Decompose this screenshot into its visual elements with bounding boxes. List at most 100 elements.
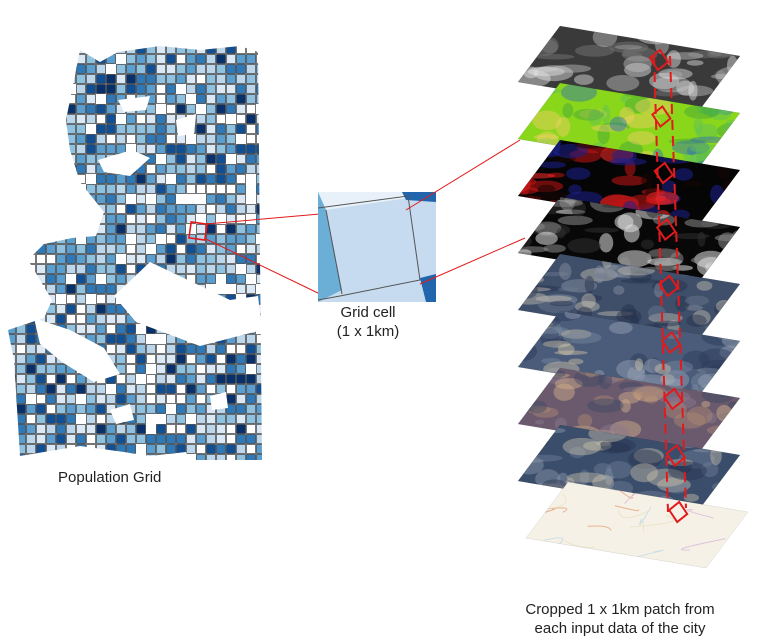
population-cell (146, 354, 156, 364)
population-cell (116, 384, 126, 394)
population-cell (66, 224, 76, 234)
population-cell (246, 164, 256, 174)
population-cell (246, 454, 256, 460)
population-cell (186, 384, 196, 394)
population-cell (8, 224, 16, 234)
population-cell (86, 74, 96, 84)
grid-void-area (210, 392, 228, 410)
population-cell (76, 204, 86, 214)
population-cell (146, 454, 156, 460)
population-cell (86, 414, 96, 424)
population-cell (256, 274, 262, 284)
population-cell (246, 154, 256, 164)
population-cell (16, 274, 26, 284)
population-cell (166, 354, 176, 364)
population-cell (66, 264, 76, 274)
population-cell (156, 184, 166, 194)
population-cell (226, 164, 236, 174)
population-cell (116, 46, 126, 54)
population-cell (66, 404, 76, 414)
population-cell (8, 144, 16, 154)
population-cell (66, 124, 76, 134)
population-cell (256, 244, 262, 254)
population-cell (26, 124, 36, 134)
population-cell (96, 304, 106, 314)
population-cell (116, 444, 126, 454)
population-cell (126, 184, 136, 194)
population-cell (226, 454, 236, 460)
population-cell (46, 304, 56, 314)
population-cell (206, 254, 216, 264)
population-cell (256, 254, 262, 264)
population-cell (106, 434, 116, 444)
population-cell (46, 54, 56, 64)
population-cell (206, 234, 216, 244)
population-cell (166, 384, 176, 394)
population-cell (136, 404, 146, 414)
population-cell (36, 174, 46, 184)
population-cell (136, 134, 146, 144)
population-cell (76, 214, 86, 224)
population-cell (156, 84, 166, 94)
population-cell (216, 174, 226, 184)
population-cell (36, 74, 46, 84)
zoom-connector-lines (205, 213, 321, 295)
population-cell (206, 204, 216, 214)
population-cell (36, 274, 46, 284)
population-cell (46, 424, 56, 434)
population-cell (26, 334, 36, 344)
population-cell (56, 84, 66, 94)
population-cell (246, 94, 256, 104)
population-cell (176, 224, 186, 234)
population-cell (36, 224, 46, 234)
population-cell (26, 354, 36, 364)
population-cell (226, 424, 236, 434)
population-cell (116, 324, 126, 334)
population-cell (196, 54, 206, 64)
population-cell (16, 94, 26, 104)
population-cell (66, 194, 76, 204)
population-cell (46, 274, 56, 284)
population-cell (176, 144, 186, 154)
population-cell (216, 424, 226, 434)
population-cell (96, 244, 106, 254)
population-cell (116, 174, 126, 184)
population-cell (246, 64, 256, 74)
population-cell (256, 424, 262, 434)
population-cell (186, 164, 196, 174)
population-cell (56, 374, 66, 384)
population-cell (126, 264, 136, 274)
population-cell (76, 434, 86, 444)
population-cell (216, 54, 226, 64)
population-cell (176, 94, 186, 104)
population-cell (156, 394, 166, 404)
population-cell (216, 244, 226, 254)
population-cell (46, 124, 56, 134)
population-cell (56, 204, 66, 214)
population-cell (166, 364, 176, 374)
population-cell (206, 244, 216, 254)
population-cell (216, 434, 226, 444)
patch-marker (653, 161, 675, 185)
population-cell (26, 234, 36, 244)
population-cell (8, 164, 16, 174)
population-cell (176, 154, 186, 164)
population-cell (206, 344, 216, 354)
population-cell (16, 304, 26, 314)
population-cell (136, 64, 146, 74)
population-cell (46, 354, 56, 364)
population-cell (66, 254, 76, 264)
population-cell (86, 284, 96, 294)
population-cell (246, 244, 256, 254)
population-cell (156, 254, 166, 264)
population-cell (206, 454, 216, 460)
population-cell (106, 454, 116, 460)
patch-marker (665, 444, 687, 467)
population-cell (46, 114, 56, 124)
population-cell (8, 404, 16, 414)
grid-cell-caption-line-2: (1 x 1km) (336, 323, 400, 340)
population-cell (36, 384, 46, 394)
population-cell (36, 354, 46, 364)
population-cell (186, 154, 196, 164)
population-cell (96, 234, 106, 244)
